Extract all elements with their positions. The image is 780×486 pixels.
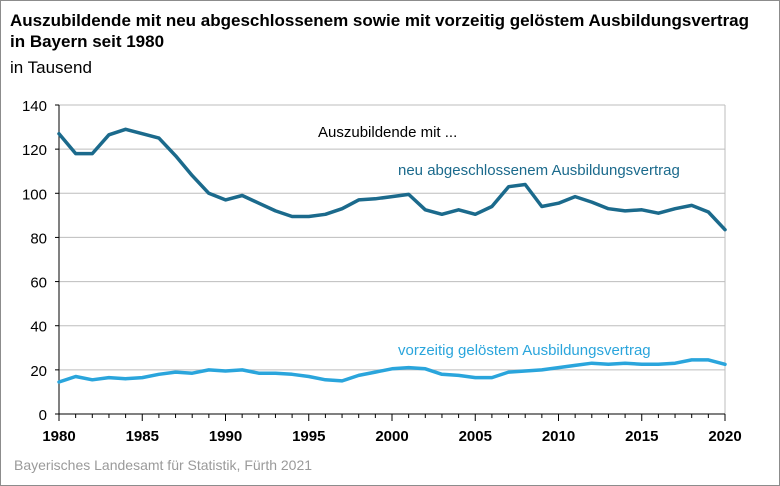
y-tick-label-100: 100: [22, 186, 47, 203]
y-tick-label-40: 40: [30, 319, 47, 336]
y-tick-label-0: 0: [39, 407, 47, 424]
annotation-label: Auszubildende mit ...: [318, 124, 457, 141]
x-tick-label-1995: 1995: [292, 428, 325, 445]
chart-subtitle: in Tausend: [10, 58, 92, 77]
chart-title: Auszubildende mit neu abgeschlossenem so…: [10, 11, 750, 51]
x-tick-label-2005: 2005: [459, 428, 492, 445]
grid-lines: [59, 104, 726, 414]
x-tick-label-2015: 2015: [625, 428, 658, 445]
y-tick-label-80: 80: [30, 230, 47, 247]
x-tick-label-2020: 2020: [708, 428, 741, 445]
series-line-0: [57, 127, 727, 232]
x-tick-label-1985: 1985: [126, 428, 159, 445]
y-tick-label-140: 140: [22, 98, 47, 115]
x-tick-label-2010: 2010: [542, 428, 575, 445]
chart-source: Bayerisches Landesamt für Statistik, Für…: [14, 457, 313, 473]
x-tick-label-1990: 1990: [209, 428, 242, 445]
axes: 0 20 40 60 80 100 120 140 1980 1985 1990 1995 2000 20…: [22, 98, 742, 445]
series-line-1: [57, 358, 727, 384]
x-tick-label-2000: 2000: [375, 428, 408, 445]
series-label-neu: neu abgeschlossenem Ausbildungsvertrag: [398, 162, 680, 179]
y-tick-label-60: 60: [30, 275, 47, 292]
x-tick-label-1980: 1980: [42, 428, 75, 445]
series-lines: [57, 127, 727, 384]
labels: Auszubildende mit ... neu abgeschlossene…: [318, 124, 680, 359]
y-tick-label-20: 20: [30, 363, 47, 380]
series-label-vorzeitig: vorzeitig gelöstem Ausbildungsvertrag: [398, 342, 651, 359]
y-tick-label-120: 120: [22, 142, 47, 159]
